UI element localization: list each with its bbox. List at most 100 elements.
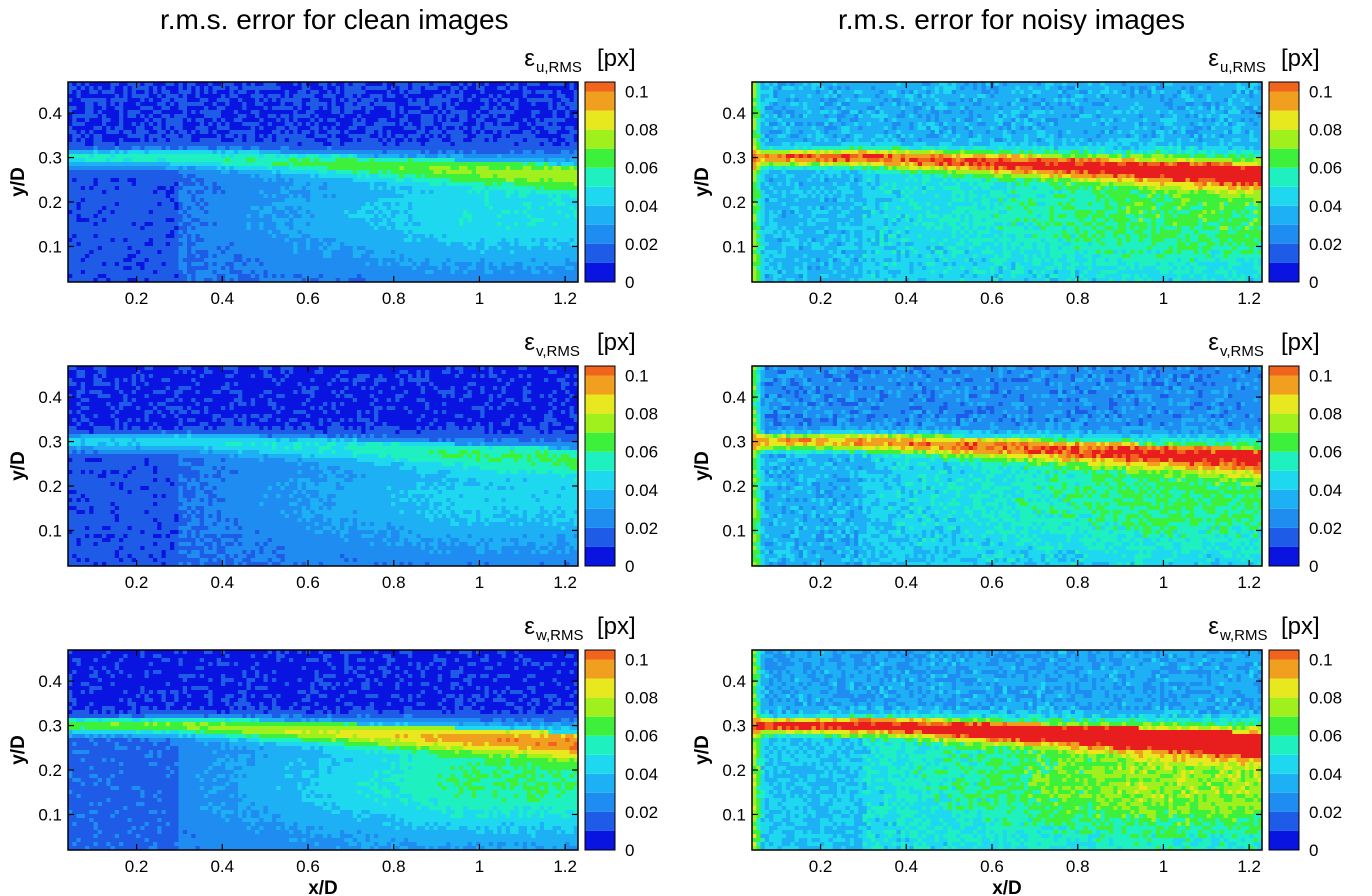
- heatmap-cell: [242, 114, 247, 119]
- heatmap-cell: [417, 118, 422, 123]
- heatmap-cell: [502, 110, 507, 115]
- heatmap-cell: [310, 90, 315, 95]
- heatmap-cell: [225, 90, 230, 95]
- heatmap-cell: [128, 94, 133, 99]
- heatmap-cell: [412, 98, 417, 103]
- heatmap-cell: [285, 110, 290, 115]
- heatmap-cell: [442, 90, 447, 95]
- heatmap-cell: [451, 90, 456, 95]
- heatmap-cell: [395, 110, 400, 115]
- heatmap-cell: [421, 114, 426, 119]
- heatmap-cell: [217, 118, 222, 123]
- heatmap-cell: [536, 118, 541, 123]
- heatmap-cell: [446, 86, 451, 91]
- heatmap-cell: [434, 106, 439, 111]
- heatmap-cell: [77, 118, 82, 123]
- heatmap-cell: [421, 110, 426, 115]
- heatmap-cell: [302, 118, 307, 123]
- heatmap-cell: [162, 110, 167, 115]
- heatmap-cell: [200, 94, 205, 99]
- heatmap-cell: [408, 94, 413, 99]
- heatmap-cell: [344, 102, 349, 107]
- heatmap-cell: [111, 110, 116, 115]
- heatmap-cell: [408, 106, 413, 111]
- heatmap-cell: [446, 110, 451, 115]
- heatmap-cell: [72, 106, 77, 111]
- heatmap-cell: [315, 106, 320, 111]
- heatmap-cell: [119, 94, 124, 99]
- heatmap-cell: [272, 86, 277, 91]
- heatmap-cell: [81, 110, 86, 115]
- heatmap-cell: [238, 122, 243, 127]
- heatmap-cell: [540, 86, 545, 91]
- heatmap-cell: [268, 102, 273, 107]
- heatmap-cell: [400, 102, 405, 107]
- heatmap-cell: [366, 122, 371, 127]
- heatmap-cell: [200, 106, 205, 111]
- heatmap-cell: [123, 106, 128, 111]
- heatmap-cell: [149, 90, 154, 95]
- heatmap-cell: [553, 98, 558, 103]
- heatmap-cell: [497, 106, 502, 111]
- heatmap-cell: [442, 94, 447, 99]
- heatmap-cell: [123, 114, 128, 119]
- heatmap-cell: [446, 90, 451, 95]
- heatmap-cell: [319, 118, 324, 123]
- heatmap-cell: [349, 98, 354, 103]
- heatmap-cell: [264, 114, 269, 119]
- heatmap-cell: [145, 98, 150, 103]
- heatmap-cell: [506, 122, 511, 127]
- heatmap-cell: [544, 94, 549, 99]
- heatmap-cell: [502, 114, 507, 119]
- heatmap-cell: [459, 110, 464, 115]
- heatmap-cell: [463, 106, 468, 111]
- heatmap-cell: [128, 122, 133, 127]
- heatmap-cell: [527, 90, 532, 95]
- heatmap-cell: [514, 94, 519, 99]
- heatmap-cell: [357, 122, 362, 127]
- heatmap-cell: [306, 118, 311, 123]
- heatmap-cell: [217, 102, 222, 107]
- heatmap-cell: [565, 110, 570, 115]
- heatmap-cell: [429, 94, 434, 99]
- heatmap-cell: [242, 122, 247, 127]
- heatmap-cell: [404, 106, 409, 111]
- heatmap-cell: [438, 94, 443, 99]
- heatmap-cell: [429, 86, 434, 91]
- heatmap-cell: [510, 122, 515, 127]
- heatmap-cell: [540, 122, 545, 127]
- heatmap-cell: [353, 98, 358, 103]
- heatmap-cell: [191, 90, 196, 95]
- heatmap-cell: [208, 90, 213, 95]
- heatmap-cell: [395, 98, 400, 103]
- heatmap-cell: [315, 90, 320, 95]
- heatmap-cell: [251, 110, 256, 115]
- heatmap-cell: [247, 110, 252, 115]
- heatmap-cell: [272, 122, 277, 127]
- heatmap-cell: [251, 94, 256, 99]
- heatmap-cell: [162, 122, 167, 127]
- heatmap-cell: [353, 86, 358, 91]
- heatmap-cell: [85, 102, 90, 107]
- heatmap-cell: [153, 110, 158, 115]
- heatmap-cell: [489, 118, 494, 123]
- heatmap-cell: [366, 106, 371, 111]
- heatmap-cell: [213, 122, 218, 127]
- heatmap-cell: [247, 90, 252, 95]
- heatmap-cell: [383, 86, 388, 91]
- heatmap-cell: [255, 90, 260, 95]
- heatmap-cell: [208, 122, 213, 127]
- heatmap-cell: [272, 114, 277, 119]
- heatmap-cell: [378, 114, 383, 119]
- heatmap-cell: [119, 98, 124, 103]
- heatmap-cell: [157, 110, 162, 115]
- heatmap-cell: [446, 114, 451, 119]
- heatmap-cell: [85, 98, 90, 103]
- heatmap-cell: [264, 118, 269, 123]
- heatmap-cell: [115, 110, 120, 115]
- heatmap-cell: [225, 98, 230, 103]
- heatmap-cell: [179, 102, 184, 107]
- heatmap-cell: [225, 110, 230, 115]
- heatmap-cell: [115, 102, 120, 107]
- heatmap-cell: [400, 90, 405, 95]
